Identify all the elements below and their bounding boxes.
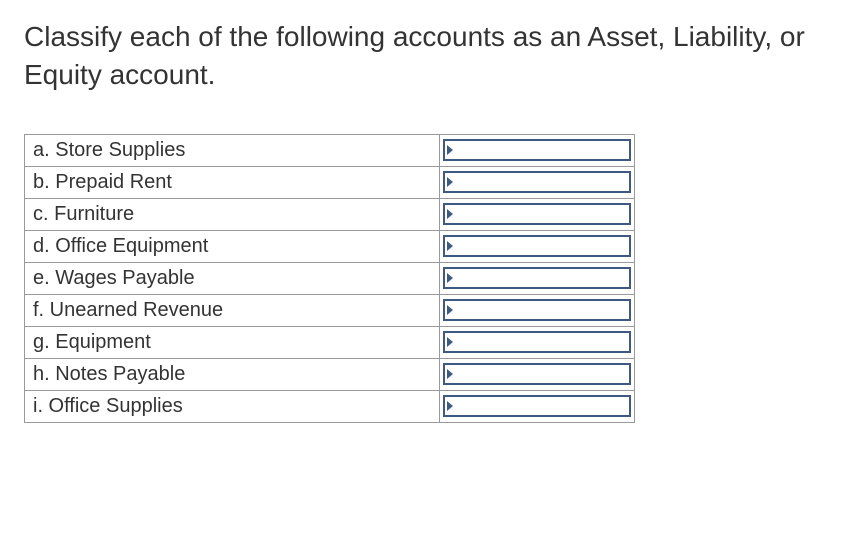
- table-row: c. Furniture: [25, 198, 635, 230]
- chevron-right-icon: [447, 241, 453, 251]
- account-label: a. Store Supplies: [25, 134, 440, 166]
- question-text: Classify each of the following accounts …: [24, 18, 839, 94]
- classification-dropdown[interactable]: [443, 299, 631, 321]
- chevron-right-icon: [447, 145, 453, 155]
- classification-dropdown[interactable]: [443, 139, 631, 161]
- account-input-cell: [440, 230, 635, 262]
- table-row: g. Equipment: [25, 326, 635, 358]
- account-input-cell: [440, 294, 635, 326]
- account-label: e. Wages Payable: [25, 262, 440, 294]
- table-row: i. Office Supplies: [25, 390, 635, 422]
- accounts-table: a. Store Supplies b. Prepaid Rent c. Fur…: [24, 134, 635, 423]
- table-row: d. Office Equipment: [25, 230, 635, 262]
- account-label: g. Equipment: [25, 326, 440, 358]
- table-row: h. Notes Payable: [25, 358, 635, 390]
- account-input-cell: [440, 326, 635, 358]
- table-row: e. Wages Payable: [25, 262, 635, 294]
- classification-dropdown[interactable]: [443, 171, 631, 193]
- account-label: c. Furniture: [25, 198, 440, 230]
- classification-dropdown[interactable]: [443, 331, 631, 353]
- table-row: a. Store Supplies: [25, 134, 635, 166]
- account-label: i. Office Supplies: [25, 390, 440, 422]
- classification-dropdown[interactable]: [443, 363, 631, 385]
- chevron-right-icon: [447, 369, 453, 379]
- account-input-cell: [440, 390, 635, 422]
- account-input-cell: [440, 166, 635, 198]
- account-label: b. Prepaid Rent: [25, 166, 440, 198]
- account-input-cell: [440, 134, 635, 166]
- classification-dropdown[interactable]: [443, 235, 631, 257]
- chevron-right-icon: [447, 273, 453, 283]
- classification-dropdown[interactable]: [443, 267, 631, 289]
- classification-dropdown[interactable]: [443, 203, 631, 225]
- table-row: b. Prepaid Rent: [25, 166, 635, 198]
- chevron-right-icon: [447, 401, 453, 411]
- account-input-cell: [440, 198, 635, 230]
- account-label: h. Notes Payable: [25, 358, 440, 390]
- chevron-right-icon: [447, 337, 453, 347]
- accounts-table-body: a. Store Supplies b. Prepaid Rent c. Fur…: [25, 134, 635, 422]
- account-input-cell: [440, 262, 635, 294]
- account-label: d. Office Equipment: [25, 230, 440, 262]
- account-input-cell: [440, 358, 635, 390]
- chevron-right-icon: [447, 305, 453, 315]
- account-label: f. Unearned Revenue: [25, 294, 440, 326]
- chevron-right-icon: [447, 177, 453, 187]
- classification-dropdown[interactable]: [443, 395, 631, 417]
- chevron-right-icon: [447, 209, 453, 219]
- table-row: f. Unearned Revenue: [25, 294, 635, 326]
- accounts-table-wrap: a. Store Supplies b. Prepaid Rent c. Fur…: [24, 134, 635, 423]
